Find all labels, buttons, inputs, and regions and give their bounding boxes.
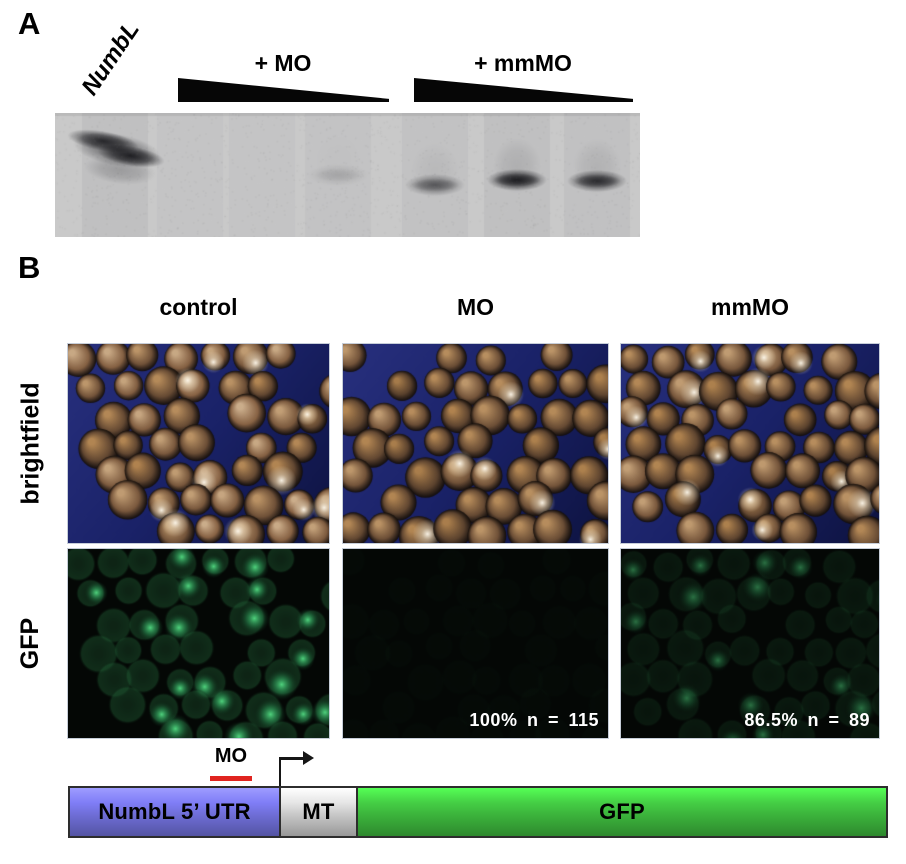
transcription-start-arrow-icon <box>303 751 314 765</box>
column-header-mo: MO <box>456 294 495 320</box>
construct-mo-label: MO <box>214 745 248 767</box>
construct-box-mt: MT <box>279 786 358 838</box>
mo-group-label: + MO <box>254 50 312 76</box>
mmmo-group-label: + mmMO <box>474 50 572 76</box>
column-header-mmmo: mmMO <box>711 294 789 320</box>
brightfield-mmmo-image <box>620 343 880 544</box>
gfp-mo-stat: 100% n = 115 <box>469 710 599 730</box>
transcription-start-arrow-shaft <box>279 757 304 760</box>
construct-diagram: NumbL 5’ UTR MT GFP <box>68 786 888 838</box>
brightfield-control-image <box>67 343 330 544</box>
gfp-mmmo-image: 86.5% n = 89 <box>620 548 880 739</box>
western-blot-image <box>55 113 640 237</box>
mmmo-dose-wedge-icon <box>414 78 633 102</box>
brightfield-mo-image <box>342 343 609 544</box>
mo-dose-wedge-icon <box>178 78 389 102</box>
panel-a-label: A <box>18 6 41 41</box>
construct-box-numbl-utr: NumbL 5’ UTR <box>68 786 281 838</box>
construct-box-gfp: GFP <box>356 786 888 838</box>
panel-b-label: B <box>18 250 41 285</box>
gfp-mo-image: 100% n = 115 <box>342 548 609 739</box>
transcription-start-arrow-stem <box>279 758 281 786</box>
column-header-control: control <box>159 294 238 320</box>
gfp-control-image <box>67 548 330 739</box>
gfp-mmmo-stat: 86.5% n = 89 <box>744 710 870 730</box>
construct-mo-underline <box>210 776 252 781</box>
row-label-gfp: GFP <box>16 617 45 670</box>
probe-label-numbl: NumbL <box>76 16 145 101</box>
row-label-brightfield: brightfield <box>16 382 45 505</box>
